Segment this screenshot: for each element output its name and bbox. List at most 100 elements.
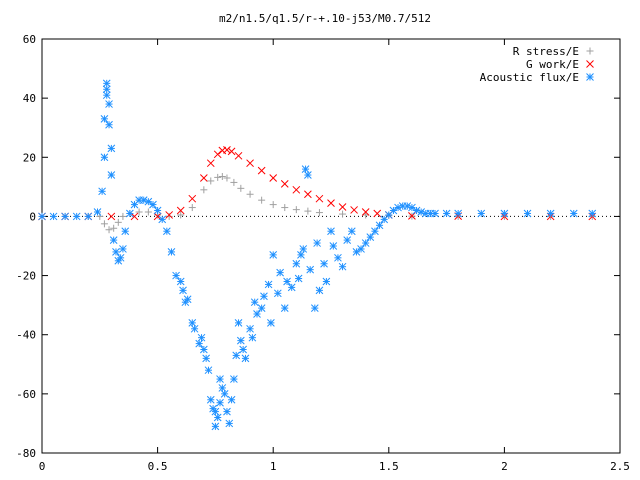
series-3-point [149,200,157,209]
series-1-point [200,186,208,194]
series-2-point [292,185,301,194]
series-3-point [98,187,106,196]
legend-label: Acoustic flux/E [480,71,579,84]
series-3-point [343,236,352,244]
series-2-point [350,206,358,214]
series-1-point [246,190,254,198]
series-3-point [408,203,416,212]
series-3-point [299,245,308,253]
series-3-point [109,236,118,244]
series-3-point [220,390,229,398]
series-3-point [454,209,463,218]
series-1-point [114,218,122,226]
series-3-point [153,206,162,215]
series-1-point [218,173,226,181]
series-3-point [301,165,310,173]
series-3-point [216,375,224,383]
y-tick-label: -20 [16,270,36,283]
series-3-point [102,85,111,94]
series-3-point [105,120,113,129]
series-3-point [234,319,243,327]
series-3-point [116,253,125,262]
series-2-point [234,151,243,160]
series-3-point [403,202,412,210]
series-3-point [121,227,130,236]
series-2-point [327,199,335,207]
series-1-point [269,201,277,209]
series-2-point [130,212,139,221]
series-3-point [267,319,275,327]
series-3-point [297,251,305,259]
series-3-point [260,292,268,301]
series-3-point [100,114,109,123]
series-2-point [165,211,174,219]
series-1-point [230,178,238,186]
series-3-point [412,206,421,215]
series-2-point [199,174,208,182]
series-3-point [202,354,211,363]
series-3-point [280,304,289,312]
series-3-point [190,324,199,333]
series-3-point [38,212,46,221]
series-3-point [588,209,597,218]
series-3-point [172,271,180,280]
series-3-point [334,253,342,262]
series-3-point [287,283,296,292]
series-3-point [389,206,398,215]
series-3-point [112,248,120,256]
x-tick-label: 1.5 [379,460,399,473]
series-1-point [144,208,152,216]
series-2-point [373,209,382,218]
series-3-point [100,153,109,162]
series-3-point [195,339,204,348]
series-3-point [417,208,426,216]
y-tick-label: 0 [29,210,36,223]
series-3-point [102,79,111,88]
series-3-point [431,209,439,218]
series-2-point [361,208,370,216]
series-3-point [72,212,81,221]
series-3-point [329,242,338,250]
series-2-point [315,194,324,203]
series-3-point [84,212,93,221]
series-3-point [352,248,361,256]
x-tick-label: 0.5 [148,460,168,473]
series-3-point [371,227,379,236]
series-3-point [158,215,167,224]
series-3-point [241,354,250,363]
x-tick-label: 0 [39,460,46,473]
x-tick-label: 2.5 [610,460,630,473]
series-3-point [361,239,370,247]
series-1-point [237,184,245,192]
series-3-point [102,91,111,100]
series-3-point [126,209,134,218]
series-3-point [248,333,257,342]
series-3-point [119,245,127,253]
series-1-point [304,207,312,215]
series-3-point [211,422,220,431]
y-tick-label: 40 [23,92,36,105]
series-1-point [135,208,143,216]
series-3-point [227,395,236,404]
y-tick-label: -40 [16,329,36,342]
series-3-point [179,286,187,295]
legend-label: G work/E [526,58,579,71]
series-1-point [177,211,185,219]
series-3-point [347,227,356,236]
series-2-point [280,180,289,188]
series-2-point [153,212,162,221]
series-3-point [257,304,266,312]
series-3-point [246,324,254,333]
series-3-point [273,289,282,298]
series-3-point [139,196,148,205]
series-1-point [207,177,215,185]
series-3-point [199,345,208,354]
y-tick-label: -60 [16,388,36,401]
series-3-point [375,221,384,230]
series-1-point [188,204,196,212]
series-2-point [304,190,312,199]
series-3-point [93,208,102,216]
series-3-point [294,274,303,283]
series-2-point [227,147,236,156]
